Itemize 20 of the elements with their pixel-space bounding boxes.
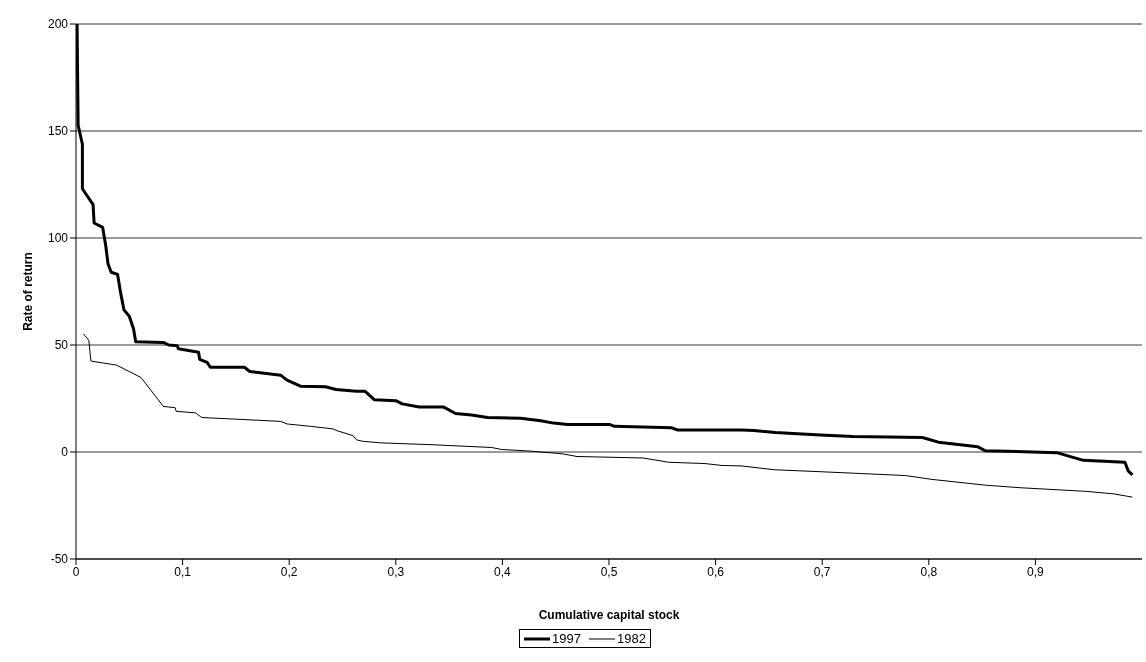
x-tick-label: 0,6 xyxy=(707,564,725,579)
y-tick-label: 0 xyxy=(61,445,69,460)
y-tick-label: 150 xyxy=(47,124,69,139)
x-tick-label: 0,7 xyxy=(813,564,831,579)
x-tick-label: 0,9 xyxy=(1027,564,1045,579)
legend-label: 1997 xyxy=(552,631,581,646)
y-axis-title: Rate of return xyxy=(21,252,36,331)
x-axis-title: Cumulative capital stock xyxy=(538,608,680,622)
y-tick-label: 50 xyxy=(54,338,69,353)
x-tick-label: 0,1 xyxy=(174,564,192,579)
x-tick-label: 0,8 xyxy=(920,564,938,579)
x-tick-label: 0 xyxy=(72,564,80,579)
x-tick-label: 0,5 xyxy=(600,564,618,579)
legend-label: 1982 xyxy=(617,631,646,646)
y-tick-label: -50 xyxy=(50,552,69,567)
x-tick-label: 0,2 xyxy=(280,564,298,579)
x-tick-label: 0,3 xyxy=(387,564,405,579)
y-tick-label: 100 xyxy=(47,231,69,246)
x-tick-label: 0,4 xyxy=(494,564,512,579)
y-tick-label: 200 xyxy=(47,17,69,32)
